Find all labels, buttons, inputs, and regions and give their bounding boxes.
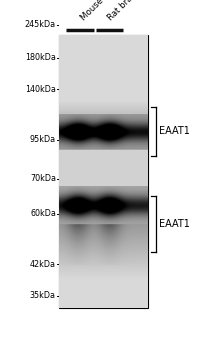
Text: 42kDa: 42kDa [30, 260, 56, 269]
Text: Rat brain: Rat brain [107, 0, 141, 23]
Text: 95kDa: 95kDa [30, 135, 56, 145]
Text: 140kDa: 140kDa [25, 85, 56, 94]
Text: EAAT1: EAAT1 [159, 126, 190, 136]
Text: 60kDa: 60kDa [30, 209, 56, 218]
Text: 35kDa: 35kDa [30, 291, 56, 300]
Text: 70kDa: 70kDa [30, 174, 56, 183]
Text: 180kDa: 180kDa [25, 53, 56, 62]
Text: EAAT1: EAAT1 [159, 219, 190, 229]
Text: 245kDa: 245kDa [25, 20, 56, 29]
Text: Mouse brain: Mouse brain [79, 0, 123, 23]
